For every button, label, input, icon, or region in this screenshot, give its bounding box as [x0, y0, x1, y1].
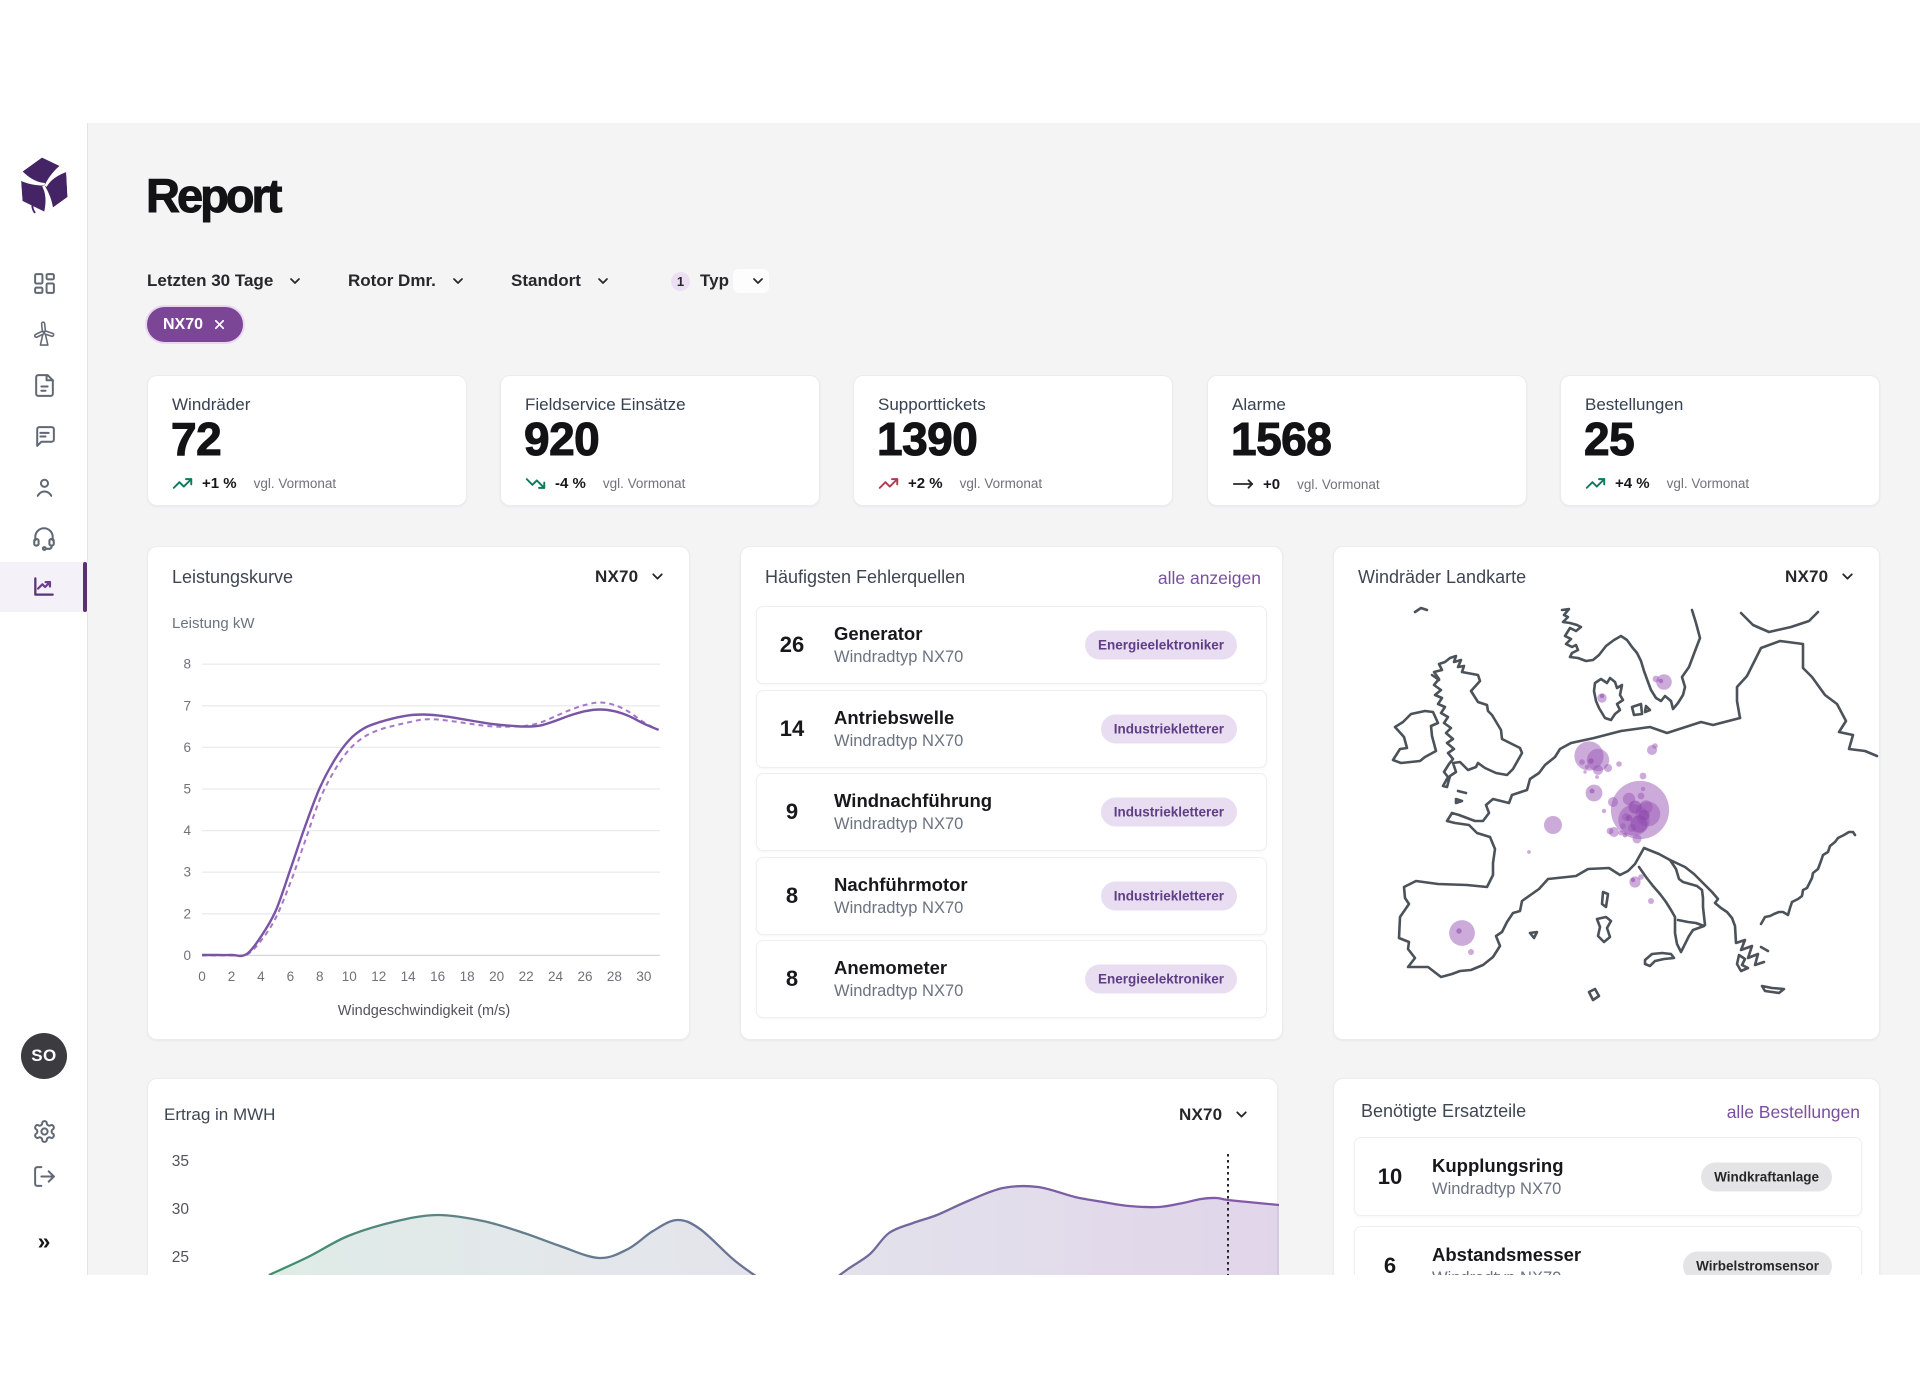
svg-text:3: 3: [183, 865, 191, 880]
svg-text:14: 14: [401, 969, 417, 984]
svg-text:6: 6: [287, 969, 295, 984]
svg-text:18: 18: [460, 969, 475, 984]
svg-text:22: 22: [519, 969, 534, 984]
svg-text:10: 10: [342, 969, 357, 984]
svg-text:0: 0: [183, 948, 191, 963]
svg-text:4: 4: [183, 823, 191, 838]
svg-text:0: 0: [198, 969, 206, 984]
svg-text:16: 16: [430, 969, 445, 984]
svg-text:4: 4: [257, 969, 265, 984]
svg-text:2: 2: [228, 969, 236, 984]
svg-text:30: 30: [172, 1201, 190, 1218]
svg-text:24: 24: [548, 969, 564, 984]
svg-text:5: 5: [183, 782, 191, 797]
svg-text:12: 12: [371, 969, 386, 984]
svg-text:28: 28: [607, 969, 622, 984]
svg-text:8: 8: [183, 657, 191, 672]
svg-text:30: 30: [636, 969, 651, 984]
svg-text:35: 35: [172, 1153, 189, 1170]
svg-text:2: 2: [183, 906, 191, 921]
svg-text:20: 20: [489, 969, 504, 984]
svg-text:25: 25: [172, 1249, 189, 1266]
svg-text:26: 26: [577, 969, 592, 984]
svg-text:8: 8: [316, 969, 324, 984]
svg-text:Windgeschwindigkeit (m/s): Windgeschwindigkeit (m/s): [338, 1003, 510, 1019]
svg-text:6: 6: [183, 740, 191, 755]
svg-text:7: 7: [183, 698, 191, 713]
